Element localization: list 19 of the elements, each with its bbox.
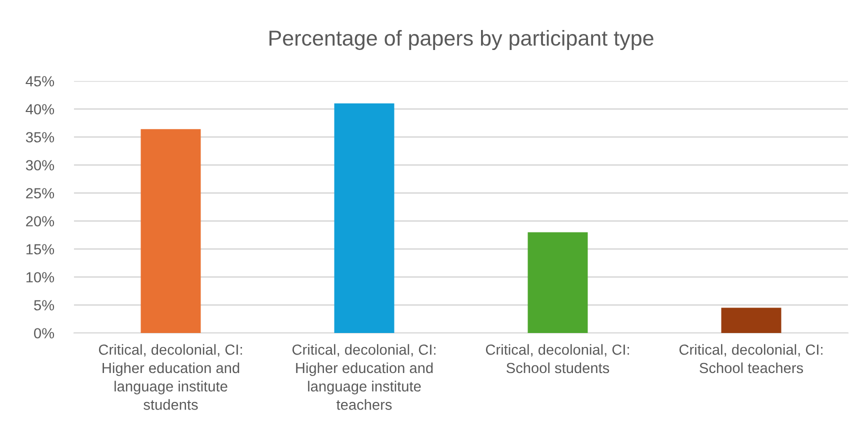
bar bbox=[334, 103, 394, 333]
x-tick-label: Critical, decolonial, CI: School students bbox=[486, 344, 629, 374]
x-tick-label: Critical, decolonial, CI: School teachers bbox=[679, 344, 822, 374]
y-tick-label: 30% bbox=[26, 160, 54, 170]
bar bbox=[528, 232, 588, 333]
y-tick-label: 25% bbox=[26, 188, 54, 198]
y-tick-label: 10% bbox=[26, 272, 54, 282]
y-tick-label: 45% bbox=[26, 76, 54, 86]
y-tick-label: 5% bbox=[34, 300, 54, 310]
x-tick-label: Critical, decolonial, CI: Higher education and language institute students bbox=[98, 344, 242, 410]
y-tick-label: 35% bbox=[26, 132, 54, 142]
x-tick-label: Critical, decolonial, CI: Higher education and language institute teachers bbox=[292, 344, 436, 410]
y-tick-label: 0% bbox=[34, 328, 54, 338]
chart-title: Percentage of papers by participant type bbox=[270, 30, 654, 50]
y-tick-label: 40% bbox=[26, 104, 54, 114]
bar bbox=[721, 308, 782, 333]
y-tick-label: 20% bbox=[26, 216, 54, 226]
bar bbox=[140, 129, 201, 333]
y-tick-label: 15% bbox=[26, 244, 54, 254]
